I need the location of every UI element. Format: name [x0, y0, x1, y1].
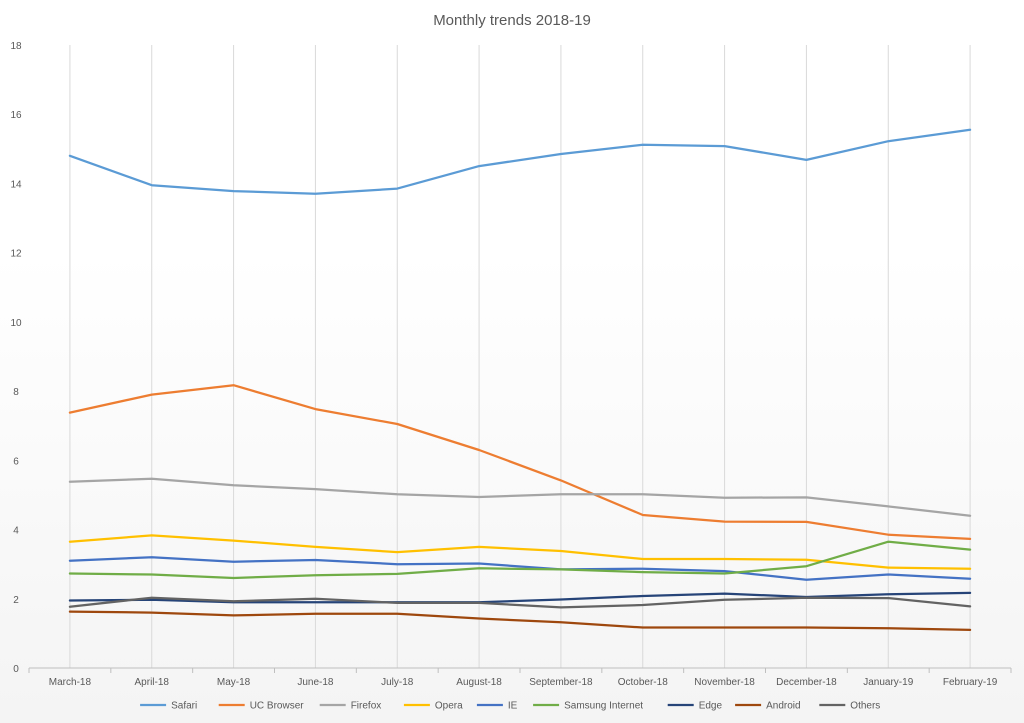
series-line-others — [68, 596, 972, 609]
x-tick-label: September-18 — [529, 677, 593, 688]
series-line-opera — [68, 534, 972, 570]
legend-item-android: Android — [735, 701, 801, 712]
y-tick-label: 18 — [10, 41, 22, 52]
y-tick-label: 2 — [13, 595, 19, 606]
legend-label: Samsung Internet — [564, 701, 643, 712]
y-tick-label: 10 — [10, 318, 22, 329]
y-tick-label: 12 — [10, 249, 22, 260]
x-tick-label: July-18 — [381, 677, 414, 688]
series-line-firefox — [68, 477, 972, 517]
x-tick-label: February-19 — [943, 677, 998, 688]
y-tick-label: 16 — [10, 110, 22, 121]
axes: March-18 April-18 May-18 June-18 July-18 Augu… — [10, 41, 1012, 688]
x-tick-label: November-18 — [694, 677, 755, 688]
series-line-edge — [68, 591, 972, 604]
x-tick-label: October-18 — [618, 677, 668, 688]
x-tick-label: January-19 — [863, 677, 913, 688]
x-tick-label: March-18 — [49, 677, 92, 688]
x-tick-label: April-18 — [135, 677, 170, 688]
legend-label: Edge — [699, 701, 723, 712]
x-tick-label: December-18 — [776, 677, 837, 688]
legend-item-others: Others — [819, 701, 880, 712]
legend-label: Android — [766, 701, 800, 712]
chart-title: Monthly trends 2018-19 — [433, 12, 591, 29]
y-tick-label: 14 — [10, 179, 22, 190]
legend-label: Others — [850, 701, 880, 712]
y-tick-label: 0 — [13, 664, 19, 675]
legend-item-ie: IE — [476, 701, 518, 712]
x-tick-label: June-18 — [297, 677, 334, 688]
legend-item-safari: Safari — [140, 701, 197, 712]
legend: Safari UC Browser Firefox Opera IE Samsung In… — [140, 701, 880, 712]
gridlines — [69, 45, 971, 668]
legend-label: UC Browser — [250, 701, 305, 712]
legend-label: IE — [508, 701, 518, 712]
series-line-ie — [68, 556, 972, 581]
series-lines — [68, 128, 972, 632]
y-tick-label: 4 — [13, 526, 19, 537]
legend-item-uc-browser: UC Browser — [218, 701, 305, 712]
legend-label: Safari — [171, 701, 197, 712]
y-tick-label: 6 — [13, 456, 19, 467]
x-tick-label: May-18 — [217, 677, 251, 688]
x-tick-label: August-18 — [456, 677, 502, 688]
legend-item-samsung-internet: Samsung Internet — [533, 701, 643, 712]
legend-label: Opera — [435, 701, 463, 712]
series-line-android — [68, 610, 972, 632]
legend-label: Firefox — [351, 701, 382, 712]
series-line-uc-browser — [68, 384, 972, 541]
series-line-safari — [68, 128, 972, 195]
legend-item-opera: Opera — [403, 701, 463, 712]
series-line-samsung-internet — [68, 540, 972, 580]
legend-item-edge: Edge — [667, 701, 723, 712]
y-tick-label: 8 — [13, 387, 19, 398]
legend-item-firefox: Firefox — [319, 701, 382, 712]
